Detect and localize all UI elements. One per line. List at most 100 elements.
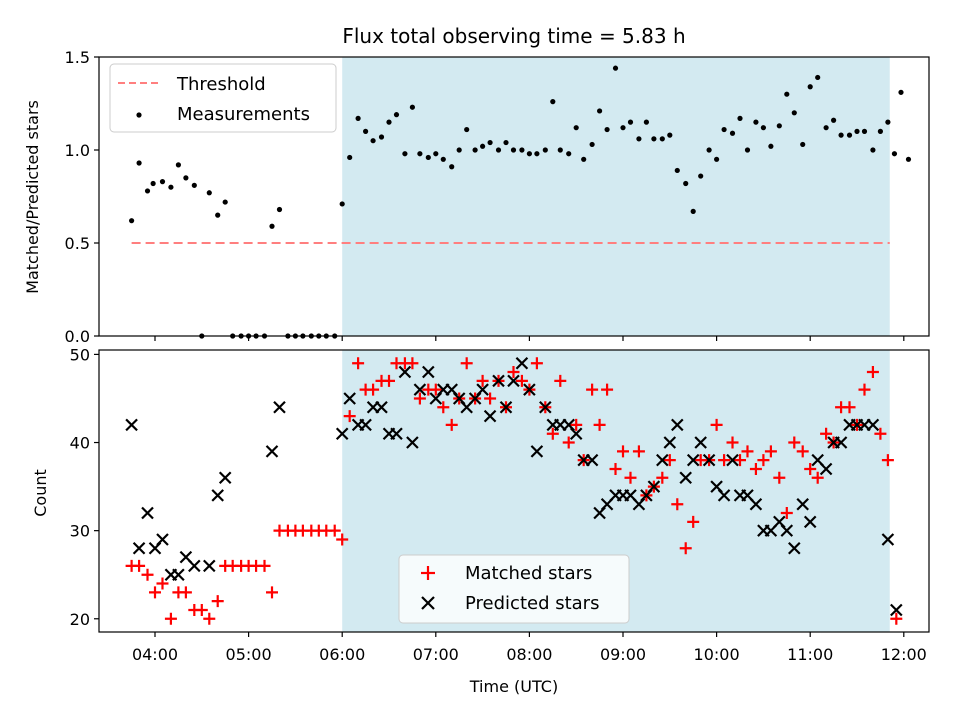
measurement-point [885, 119, 891, 125]
matched-star-point [586, 383, 599, 396]
predicted-star-point [390, 427, 403, 440]
measurement-point [620, 125, 626, 131]
measurement-point [363, 128, 369, 134]
measurement-point [276, 206, 283, 213]
top-x-ticks [154, 336, 905, 341]
matched-star-point [133, 559, 146, 572]
top-legend: Threshold Measurements [109, 63, 337, 133]
measurement-point [898, 89, 904, 95]
predicted-star-point [218, 471, 232, 485]
predicted-star-point [156, 533, 169, 546]
legend-measurements-label: Measurements [177, 104, 310, 125]
bottom-y-tick-label: 50 [70, 345, 90, 364]
matched-star-point [460, 357, 473, 370]
legend-measurements-swatch [136, 112, 142, 118]
predicted-star-point [694, 436, 707, 449]
measurement-point [604, 126, 610, 133]
measurement-point [831, 117, 837, 123]
matched-star-point [164, 612, 177, 625]
measurement-point [440, 156, 446, 162]
measurement-point [800, 141, 806, 148]
measurement-point [768, 143, 774, 149]
matched-star-point [343, 410, 356, 423]
measurement-point [674, 167, 680, 174]
top-shaded-region [342, 57, 890, 336]
legend-threshold-label: Threshold [176, 74, 266, 95]
measurement-point [659, 136, 665, 142]
matched-star-point [796, 445, 809, 458]
measurement-point [433, 151, 439, 157]
predicted-star-point [647, 480, 661, 493]
measurement-point [815, 74, 821, 81]
matched-star-point [874, 427, 887, 440]
predicted-star-point [359, 418, 372, 432]
bottom-y-tick-label: 30 [70, 522, 90, 541]
measurement-point [526, 151, 533, 157]
measurement-point [566, 151, 572, 157]
legend-matched-swatch [421, 566, 435, 580]
matched-star-point [367, 383, 380, 396]
matched-star-point [757, 454, 770, 467]
top-y-axis-label: Matched/Predicted stars [23, 100, 42, 294]
predicted-star-point [890, 603, 903, 617]
predicted-star-point [679, 471, 692, 485]
matched-star-point [179, 586, 192, 599]
predicted-star-point [702, 453, 716, 467]
measurement-point [573, 125, 579, 131]
top-y-tick-label: 1.0 [65, 141, 90, 160]
predicted-star-point [406, 436, 419, 449]
matched-star-point [820, 427, 833, 440]
matched-star-point [866, 366, 879, 379]
measurement-point [347, 154, 353, 161]
measurement-point [472, 147, 478, 153]
matched-star-point [734, 454, 746, 467]
predicted-star-point [422, 365, 435, 379]
predicted-star-point [671, 418, 684, 432]
matched-star-point [570, 418, 583, 431]
matched-star-point [445, 418, 458, 431]
bottom-frame-rect [98, 349, 930, 633]
bottom-y-tick-label: 40 [70, 434, 90, 453]
x-tick-label: 08:00 [506, 645, 552, 664]
predicted-star-point [780, 524, 794, 537]
measurement-point [269, 223, 275, 229]
legend-predicted-swatch [421, 596, 435, 610]
measurement-point [846, 132, 853, 138]
predicted-star-point [866, 418, 880, 432]
predicted-star-point [132, 542, 146, 555]
measurement-point [905, 156, 912, 162]
measurement-point [409, 104, 415, 110]
predicted-star-point [492, 374, 505, 388]
matched-star-point [656, 471, 669, 484]
predicted-star-point [203, 559, 216, 573]
measurement-point [510, 147, 517, 153]
matched-star-point [811, 471, 824, 484]
predicted-star-point [211, 489, 224, 502]
measurement-point [861, 128, 868, 134]
predicted-star-point [335, 427, 349, 440]
matched-star-point [679, 542, 692, 555]
measurement-point [534, 151, 540, 157]
measurement-point [683, 180, 689, 187]
matched-star-point [203, 612, 216, 625]
measurement-point [721, 126, 727, 133]
x-tick-label: 11:00 [787, 645, 833, 664]
matched-star-point [336, 533, 349, 546]
predicted-star-point [507, 374, 520, 388]
measurement-point [355, 115, 361, 121]
measurement-point [854, 128, 860, 134]
measurement-point [667, 132, 673, 138]
measurement-point [417, 151, 423, 157]
top-axes-frame [98, 56, 930, 337]
measurement-point [480, 143, 486, 149]
predicted-star-point [476, 383, 489, 396]
matched-star-point [632, 445, 645, 458]
measurement-point [215, 212, 221, 218]
matched-star-point [149, 586, 161, 599]
matched-star-point [258, 559, 271, 572]
measurement-point [589, 141, 595, 148]
predicted-star-point [413, 383, 427, 396]
matched-star-point [211, 595, 224, 608]
measurement-point [706, 147, 712, 153]
x-tick-label: 05:00 [226, 645, 272, 664]
